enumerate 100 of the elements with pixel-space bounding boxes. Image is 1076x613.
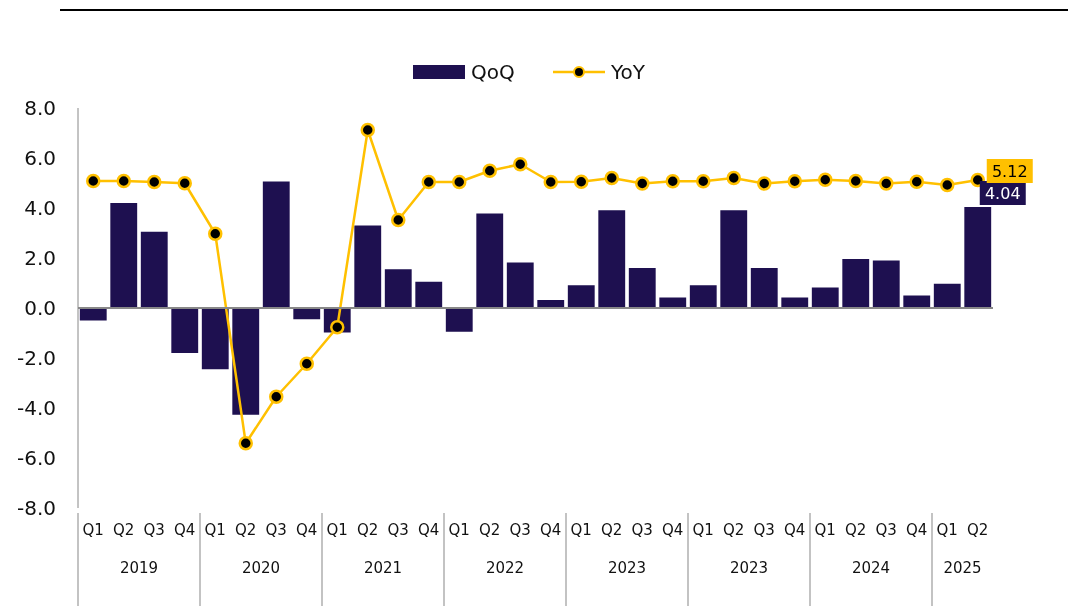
x-tick-label: Q3 <box>509 521 531 539</box>
bar <box>110 203 138 308</box>
bar <box>201 308 229 370</box>
x-tick-label: Q4 <box>540 521 562 539</box>
data-label: 4.04 <box>984 184 1021 203</box>
point <box>696 174 711 189</box>
point <box>421 174 436 190</box>
point <box>238 436 253 451</box>
point <box>391 212 406 228</box>
bar <box>79 308 107 321</box>
x-tick-label: Q3 <box>387 521 409 539</box>
y-tick-label: 6.0 <box>24 146 56 170</box>
point <box>360 122 375 138</box>
bar <box>171 308 199 353</box>
bar <box>262 181 290 308</box>
x-tick-label: Q2 <box>723 521 745 539</box>
x-tick-label: Q3 <box>631 521 653 539</box>
x-tick-label: Q2 <box>967 521 989 539</box>
y-tick-label: 4.0 <box>24 196 56 220</box>
text: 2019 <box>119 559 159 577</box>
x-tick-label: Q1 <box>326 521 348 539</box>
x-tick-label: Q2 <box>235 521 257 539</box>
x-tick-label: Q3 <box>143 521 165 539</box>
x-tick-label: Q3 <box>753 521 775 539</box>
bar <box>567 285 595 308</box>
point <box>269 389 284 404</box>
point <box>940 177 955 193</box>
bar <box>628 268 656 308</box>
bar <box>689 285 717 308</box>
bar <box>842 259 870 308</box>
bar <box>415 281 443 308</box>
point <box>604 170 619 186</box>
point <box>147 174 162 190</box>
point <box>299 356 314 371</box>
text: 2020 <box>241 559 281 577</box>
x-tick-label: Q1 <box>204 521 226 539</box>
x-tick-label: Q4 <box>296 521 318 539</box>
text: 2022 <box>485 559 525 577</box>
y-tick-label: -4.0 <box>16 396 56 420</box>
x-tick-label: Q2 <box>601 521 623 539</box>
bar <box>872 260 900 308</box>
point <box>208 226 223 241</box>
bar <box>811 287 839 308</box>
legend-label: QoQ <box>471 60 515 84</box>
text: 2024 <box>851 559 891 577</box>
point <box>177 176 192 191</box>
x-tick-label: Q2 <box>845 521 867 539</box>
legend-label: YoY <box>610 60 646 84</box>
point <box>879 176 894 191</box>
bar <box>750 268 778 308</box>
point <box>543 174 558 190</box>
point <box>513 157 528 172</box>
x-tick-label: Q1 <box>692 521 714 539</box>
x-tick-label: Q4 <box>174 521 196 539</box>
bar <box>598 210 626 308</box>
point <box>787 174 802 189</box>
bar <box>384 269 412 308</box>
point <box>909 174 924 189</box>
x-tick-label: Q2 <box>113 521 135 539</box>
text: 2021 <box>363 559 403 577</box>
x-tick-label: Q3 <box>265 521 287 539</box>
y-tick-label: -8.0 <box>16 496 56 520</box>
bar <box>506 262 534 308</box>
y-tick-label: -6.0 <box>16 446 56 470</box>
x-tick-label: Q4 <box>662 521 684 539</box>
x-tick-label: Q1 <box>570 521 592 539</box>
x-tick-label: Q1 <box>448 521 470 539</box>
bar <box>445 308 473 332</box>
point <box>574 174 589 189</box>
point <box>665 174 680 189</box>
bar <box>964 207 992 308</box>
data-label: 5.12 <box>991 162 1028 181</box>
point <box>482 163 497 178</box>
text: 2023 <box>729 559 769 577</box>
point <box>635 176 650 191</box>
point <box>86 173 101 189</box>
x-tick-label: Q2 <box>357 521 379 539</box>
bar <box>354 225 382 308</box>
x-tick-label: Q2 <box>479 521 501 539</box>
bar <box>140 231 168 308</box>
y-tick-label: 2.0 <box>24 246 56 270</box>
point <box>116 173 131 189</box>
x-tick-label: Q1 <box>814 521 836 539</box>
point <box>757 176 772 191</box>
x-tick-label: Q4 <box>906 521 928 539</box>
bar <box>232 308 260 415</box>
bar <box>476 213 504 308</box>
point <box>818 172 833 187</box>
y-tick-label: 8.0 <box>24 96 56 120</box>
x-tick-label: Q3 <box>875 521 897 539</box>
bar <box>720 210 748 308</box>
y-tick-label: 0.0 <box>24 296 56 320</box>
x-tick-label: Q4 <box>418 521 440 539</box>
point <box>848 173 863 189</box>
y-tick-label: -2.0 <box>16 346 56 370</box>
x-tick-label: Q1 <box>936 521 958 539</box>
text: 2023 <box>607 559 647 577</box>
point <box>726 170 741 186</box>
x-tick-label: Q1 <box>82 521 104 539</box>
x-tick-label: Q4 <box>784 521 806 539</box>
